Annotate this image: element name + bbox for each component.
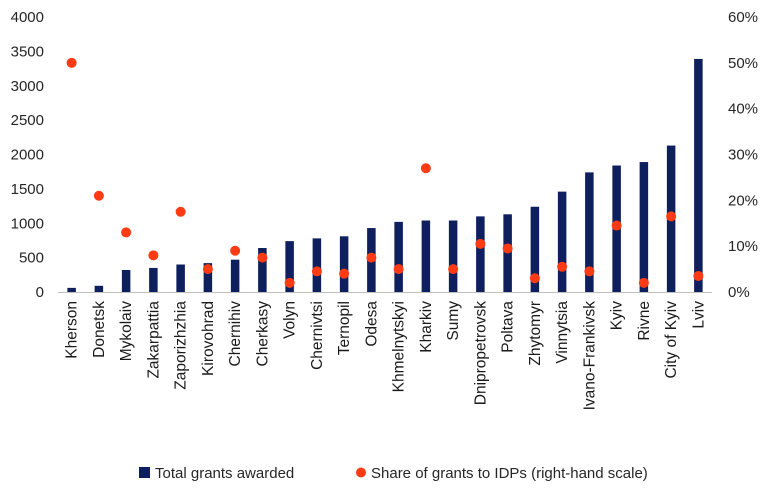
bar-zhytomyr xyxy=(530,206,540,292)
dot-zhytomyr xyxy=(529,273,540,284)
category-label-chernivtsi: Chernivtsi xyxy=(309,301,326,370)
left-axis-tick-4000: 4000 xyxy=(11,9,44,26)
category-label-rivne: Rivne xyxy=(636,301,653,341)
left-axis-tick-3000: 3000 xyxy=(11,78,44,95)
category-labels: Kherson Donetsk Mykolaiv Zakarpattia Zaporiz… xyxy=(64,301,708,411)
category-label-kharkiv: Kharkiv xyxy=(418,301,435,353)
bar-cherkasy xyxy=(258,248,267,292)
dot-rivne xyxy=(638,277,649,288)
right-axis: 0% 10% 20% 30% 40% 50% 60% xyxy=(728,9,758,301)
dot-volyn xyxy=(284,277,295,288)
bar-sumy xyxy=(448,220,458,292)
legend-label-total-grants: Total grants awarded xyxy=(155,465,294,482)
bar-kherson xyxy=(67,287,76,292)
category-label-zakarpattia: Zakarpattia xyxy=(145,301,162,379)
dot-kyiv xyxy=(611,220,622,231)
left-axis-tick-2000: 2000 xyxy=(11,147,44,164)
bar-series xyxy=(67,58,703,292)
dot-kherson xyxy=(66,57,77,68)
legend-swatch-total-grants xyxy=(139,467,150,478)
left-axis: 0 500 1000 1500 2000 2500 3000 3500 4000 xyxy=(11,9,44,301)
legend-swatch-share-idps xyxy=(356,467,366,478)
category-label-kherson: Kherson xyxy=(64,301,81,359)
bar-ternopil xyxy=(339,236,349,292)
left-axis-tick-0: 0 xyxy=(36,284,44,301)
category-label-kirovohrad: Kirovohrad xyxy=(200,301,217,376)
dot-chernivtsi xyxy=(311,266,322,277)
category-label-kyiv: Kyiv xyxy=(609,301,626,331)
category-label-sumy: Sumy xyxy=(445,301,462,341)
bar-volyn xyxy=(285,241,294,292)
bar-donetsk xyxy=(94,285,104,292)
dot-series xyxy=(66,57,704,288)
dot-lviv xyxy=(693,270,704,281)
left-axis-tick-1500: 1500 xyxy=(11,181,44,198)
left-axis-tick-2500: 2500 xyxy=(11,112,44,129)
bar-lviv xyxy=(694,58,703,292)
dot-chernihiv xyxy=(230,245,241,256)
category-label-cherkasy: Cherkasy xyxy=(254,301,271,367)
category-label-chernihiv: Chernihiv xyxy=(227,301,244,367)
category-label-mykolaiv: Mykolaiv xyxy=(118,301,135,362)
bar-rivne xyxy=(639,162,649,292)
dot-odesa xyxy=(366,252,377,263)
bar-ivano-frankivsk xyxy=(585,172,594,292)
dot-kharkiv xyxy=(420,163,431,174)
bar-dnipropetrovsk xyxy=(476,216,485,292)
bar-kharkiv xyxy=(421,220,431,292)
dot-poltava xyxy=(502,243,513,254)
dot-kirovohrad xyxy=(202,264,213,275)
category-label-khmelnytskyi: Khmelnytskyi xyxy=(391,301,408,392)
category-label-lviv: Lviv xyxy=(690,301,707,329)
bar-khmelnytskyi xyxy=(394,221,403,292)
dot-zakarpattia xyxy=(148,250,159,261)
left-axis-tick-500: 500 xyxy=(19,250,44,267)
bar-zaporizhzhia xyxy=(176,264,185,292)
category-label-ternopil: Ternopil xyxy=(336,301,353,355)
dot-dnipropetrovsk xyxy=(475,238,486,249)
category-label-vinnytsia: Vinnytsia xyxy=(554,301,571,364)
dot-khmelnytskyi xyxy=(393,264,404,275)
category-label-dnipropetrovsk: Dnipropetrovsk xyxy=(472,301,489,405)
right-axis-tick-10-percent: 10% xyxy=(728,238,758,255)
bar-chernihiv xyxy=(230,259,240,292)
right-axis-tick-50-percent: 50% xyxy=(728,55,758,72)
right-axis-tick-0-percent: 0% xyxy=(728,284,750,301)
dot-ivano-frankivsk xyxy=(584,266,595,277)
category-label-donetsk: Donetsk xyxy=(91,301,108,358)
right-axis-tick-40-percent: 40% xyxy=(728,101,758,118)
bar-chernivtsi xyxy=(312,238,322,292)
right-axis-tick-20-percent: 20% xyxy=(728,192,758,209)
dot-cherkasy xyxy=(257,252,268,263)
category-label-odesa: Odesa xyxy=(363,301,380,347)
bar-zakarpattia xyxy=(149,267,158,292)
dot-mykolaiv xyxy=(121,227,132,238)
category-label-ivano-frankivsk: Ivano-Frankivsk xyxy=(581,301,598,411)
bar-vinnytsia xyxy=(557,191,567,292)
dot-sumy xyxy=(448,264,459,275)
bar-mykolaiv xyxy=(121,270,131,292)
right-axis-tick-30-percent: 30% xyxy=(728,147,758,164)
legend-label-share-idps: Share of grants to IDPs (right-hand scal… xyxy=(371,465,648,482)
dot-vinnytsia xyxy=(557,261,568,272)
category-label-city-of-kyiv: City of Kyiv xyxy=(663,301,680,379)
left-axis-tick-3500: 3500 xyxy=(11,43,44,60)
bar-kirovohrad xyxy=(203,263,213,292)
dot-ternopil xyxy=(339,268,350,279)
dot-donetsk xyxy=(93,190,104,201)
category-label-poltava: Poltava xyxy=(500,301,517,353)
category-label-zhytomyr: Zhytomyr xyxy=(527,301,544,366)
legend: Total grants awarded Share of grants to … xyxy=(139,465,648,482)
right-axis-tick-60-percent: 60% xyxy=(728,9,758,26)
category-label-zaporizhzhia: Zaporizhzhia xyxy=(173,301,190,390)
category-label-volyn: Volyn xyxy=(282,301,299,339)
dot-city-of-kyiv xyxy=(666,211,677,222)
dot-zaporizhzhia xyxy=(175,206,186,217)
left-axis-tick-1000: 1000 xyxy=(11,215,44,232)
